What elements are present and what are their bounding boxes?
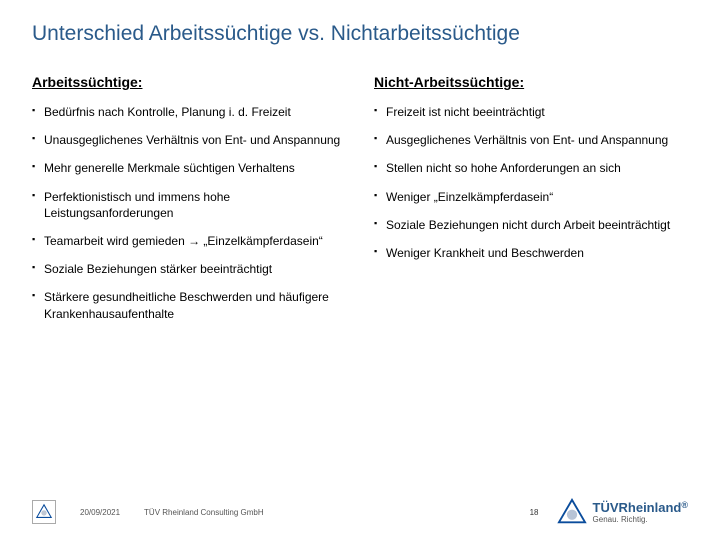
list-item: Soziale Beziehungen stärker beeinträchti… xyxy=(32,261,346,277)
left-column: Arbeitssüchtige: Bedürfnis nach Kontroll… xyxy=(32,74,346,334)
list-item: Teamarbeit wird gemieden → „Einzelkämpfe… xyxy=(32,233,346,249)
tuv-triangle-icon xyxy=(557,498,587,526)
footer-company: TÜV Rheinland Consulting GmbH xyxy=(144,508,264,517)
right-header: Nicht-Arbeitssüchtige: xyxy=(374,74,688,90)
footer-left: 20/09/2021 TÜV Rheinland Consulting GmbH xyxy=(32,500,264,524)
tuv-text-block: TÜVRheinland® Genau. Richtig. xyxy=(593,501,688,524)
list-item: Unausgeglichenes Verhältnis von Ent- und… xyxy=(32,132,346,148)
list-item: Mehr generelle Merkmale süchtigen Verhal… xyxy=(32,160,346,176)
list-item: Bedürfnis nach Kontrolle, Planung i. d. … xyxy=(32,104,346,120)
slide-title: Unterschied Arbeitssüchtige vs. Nichtarb… xyxy=(32,22,688,46)
list-item: Stärkere gesundheitliche Beschwerden und… xyxy=(32,289,346,321)
footer: 20/09/2021 TÜV Rheinland Consulting GmbH… xyxy=(0,498,720,526)
list-item: Weniger „Einzelkämpferdasein“ xyxy=(374,189,688,205)
tuv-slogan: Genau. Richtig. xyxy=(593,516,688,524)
right-bullets: Freizeit ist nicht beeinträchtigt Ausgeg… xyxy=(374,104,688,261)
right-column: Nicht-Arbeitssüchtige: Freizeit ist nich… xyxy=(374,74,688,334)
list-item: Perfektionistisch und immens hohe Leistu… xyxy=(32,189,346,221)
tuv-brand: TÜVRheinland® xyxy=(593,501,688,514)
tuv-logo: TÜVRheinland® Genau. Richtig. xyxy=(557,498,688,526)
left-header: Arbeitssüchtige: xyxy=(32,74,346,90)
list-item: Soziale Beziehungen nicht durch Arbeit b… xyxy=(374,217,688,233)
tuv-mini-logo-icon xyxy=(32,500,56,524)
left-bullets: Bedürfnis nach Kontrolle, Planung i. d. … xyxy=(32,104,346,322)
list-item: Weniger Krankheit und Beschwerden xyxy=(374,245,688,261)
two-column-layout: Arbeitssüchtige: Bedürfnis nach Kontroll… xyxy=(32,74,688,334)
page-number: 18 xyxy=(530,508,539,517)
list-item: Ausgeglichenes Verhältnis von Ent- und A… xyxy=(374,132,688,148)
footer-date: 20/09/2021 xyxy=(80,508,120,517)
list-item: Stellen nicht so hohe Anforderungen an s… xyxy=(374,160,688,176)
footer-right: 18 TÜVRheinland® Genau. Richtig. xyxy=(530,498,688,526)
list-item: Freizeit ist nicht beeinträchtigt xyxy=(374,104,688,120)
